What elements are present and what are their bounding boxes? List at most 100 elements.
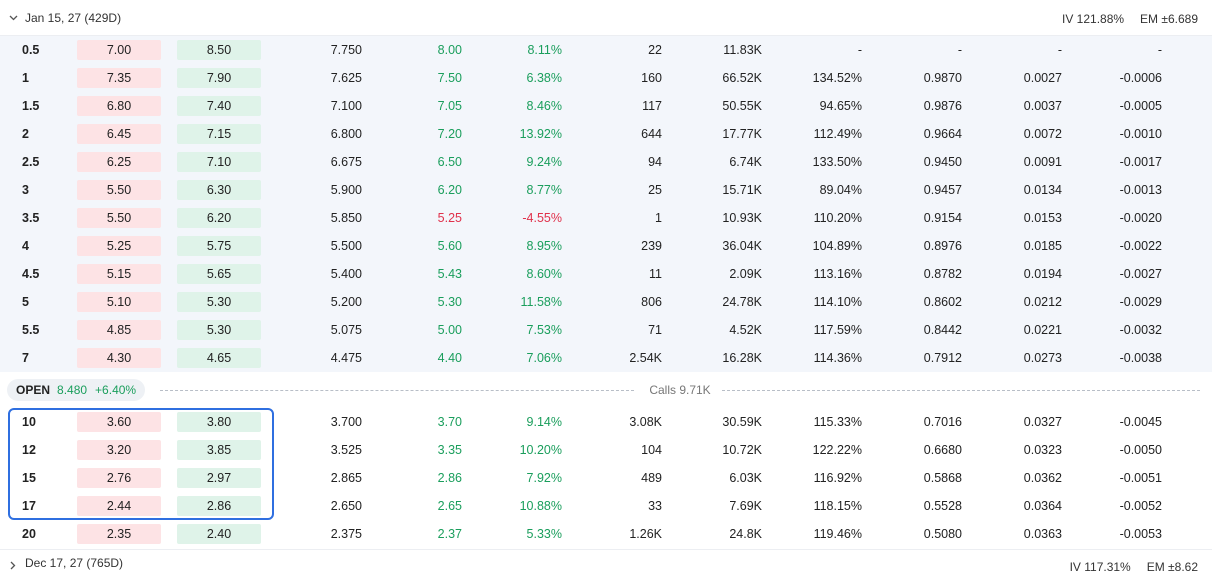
percent-change: -4.55% — [522, 211, 562, 225]
bid-price[interactable]: 3.20 — [106, 443, 132, 457]
open-price-pill: OPEN 8.480 +6.40% — [7, 379, 145, 401]
ask-price[interactable]: 8.50 — [206, 43, 232, 57]
open-interest: 66.52K — [722, 71, 762, 85]
ask-background — [177, 468, 261, 488]
ask-price[interactable]: 5.30 — [206, 323, 232, 337]
strike-price: 2.5 — [22, 155, 40, 169]
strike-price: 4 — [22, 239, 29, 253]
volume: 160 — [641, 71, 662, 85]
ask-price[interactable]: 6.20 — [206, 211, 232, 225]
option-row[interactable]: 5.5 4.85 5.30 5.075 5.00 7.53% 71 4.52K 117.59% 0… — [0, 316, 1212, 344]
ask-price[interactable]: 5.30 — [206, 295, 232, 309]
option-row[interactable]: 20 2.35 2.40 2.375 2.37 5.33% 1.26K 24.8K 119.46… — [0, 520, 1212, 548]
last-price: 6.50 — [437, 155, 462, 169]
selection-highlight-box — [8, 408, 274, 520]
bid-price[interactable]: 4.85 — [106, 323, 132, 337]
expiry-header-dec-17-27[interactable]: Dec 17, 27 (765D) IV 117.31% EM ±8.62 — [0, 549, 1212, 571]
ask-price[interactable]: 6.30 — [206, 183, 232, 197]
expiry-label: Dec 17, 27 (765D) — [25, 556, 124, 570]
option-row[interactable]: 4 5.25 5.75 5.500 5.60 8.95% 239 36.04K 104.89% 0… — [0, 232, 1212, 260]
bid-background — [77, 236, 161, 256]
option-row[interactable]: 0.5 7.00 8.50 7.750 8.00 8.11% 22 11.83K - - - - — [0, 36, 1212, 64]
open-interest: 36.04K — [722, 239, 762, 253]
option-row[interactable]: 7 4.30 4.65 4.475 4.40 7.06% 2.54K 16.28K 114.36… — [0, 344, 1212, 372]
bid-price[interactable]: 5.25 — [106, 239, 132, 253]
strike-price: 20 — [22, 527, 36, 541]
ask-price[interactable]: 3.80 — [206, 415, 232, 429]
option-row[interactable]: 17 2.44 2.86 2.650 2.65 10.88% 33 7.69K 118.15% 0… — [0, 492, 1212, 520]
option-row[interactable]: 3.5 5.50 6.20 5.850 5.25 -4.55% 1 10.93K 110.20%… — [0, 204, 1212, 232]
ask-price[interactable]: 3.85 — [206, 443, 232, 457]
ask-background — [177, 264, 261, 284]
bid-price[interactable]: 7.35 — [106, 71, 132, 85]
ask-price[interactable]: 2.40 — [206, 527, 232, 541]
option-row[interactable]: 4.5 5.15 5.65 5.400 5.43 8.60% 11 2.09K 113.16% 0… — [0, 260, 1212, 288]
last-price: 7.50 — [437, 71, 462, 85]
last-price: 3.35 — [437, 443, 462, 457]
mark-price: 4.475 — [330, 351, 362, 365]
bid-background — [77, 412, 161, 432]
chevron-down-icon[interactable] — [8, 13, 18, 23]
bid-price[interactable]: 5.50 — [106, 183, 132, 197]
gamma: 0.0185 — [1023, 239, 1062, 253]
option-row[interactable]: 3 5.50 6.30 5.900 6.20 8.77% 25 15.71K 89.04% 0.9… — [0, 176, 1212, 204]
chevron-right-icon[interactable] — [8, 560, 18, 570]
expiry-iv: IV 117.31% — [1069, 560, 1131, 571]
strike-price: 4.5 — [22, 267, 40, 281]
option-row[interactable]: 1 7.35 7.90 7.625 7.50 6.38% 160 66.52K 134.52% 0… — [0, 64, 1212, 92]
ask-price[interactable]: 7.15 — [206, 127, 232, 141]
bid-price[interactable]: 4.30 — [106, 351, 132, 365]
expiry-header-jan-15-27[interactable]: Jan 15, 27 (429D) IV 121.88% EM ±6.689 — [0, 0, 1212, 36]
bid-price[interactable]: 6.45 — [106, 127, 132, 141]
bid-price[interactable]: 5.10 — [106, 295, 132, 309]
implied-volatility: 114.36% — [813, 351, 862, 365]
theta: -0.0020 — [1119, 211, 1162, 225]
mark-price: 5.850 — [330, 211, 362, 225]
strike-price: 15 — [22, 471, 36, 485]
bid-price[interactable]: 7.00 — [106, 43, 132, 57]
ask-price[interactable]: 7.40 — [206, 99, 232, 113]
ask-background — [177, 96, 261, 116]
bid-price[interactable]: 5.15 — [106, 267, 132, 281]
implied-volatility: 110.20% — [813, 211, 862, 225]
volume: 239 — [641, 239, 662, 253]
gamma: 0.0037 — [1023, 99, 1062, 113]
ask-background — [177, 292, 261, 312]
bid-price[interactable]: 3.60 — [106, 415, 132, 429]
option-row[interactable]: 2 6.45 7.15 6.800 7.20 13.92% 644 17.77K 112.49%… — [0, 120, 1212, 148]
ask-price[interactable]: 5.75 — [206, 239, 232, 253]
percent-change: 8.46% — [526, 99, 562, 113]
delta: 0.9154 — [923, 211, 962, 225]
option-row[interactable]: 10 3.60 3.80 3.700 3.70 9.14% 3.08K 30.59K 115.3… — [0, 408, 1212, 436]
ask-price[interactable]: 7.10 — [206, 155, 232, 169]
delta: 0.9664 — [923, 127, 962, 141]
mark-price: 2.650 — [330, 499, 362, 513]
bid-price[interactable]: 2.76 — [106, 471, 132, 485]
option-row[interactable]: 2.5 6.25 7.10 6.675 6.50 9.24% 94 6.74K 133.50% 0… — [0, 148, 1212, 176]
option-row[interactable]: 1.5 6.80 7.40 7.100 7.05 8.46% 117 50.55K 94.65%… — [0, 92, 1212, 120]
ask-price[interactable]: 5.65 — [206, 267, 232, 281]
ask-price[interactable]: 2.97 — [206, 471, 232, 485]
ask-price[interactable]: 2.86 — [206, 499, 232, 513]
open-interest: 50.55K — [722, 99, 762, 113]
bid-price[interactable]: 2.44 — [106, 499, 132, 513]
bid-price[interactable]: 6.80 — [106, 99, 132, 113]
ask-background — [177, 68, 261, 88]
bid-price[interactable]: 2.35 — [106, 527, 132, 541]
implied-volatility: 117.59% — [813, 323, 862, 337]
ask-background — [177, 524, 261, 544]
bid-price[interactable]: 6.25 — [106, 155, 132, 169]
expiry-expected-move: EM ±6.689 — [1140, 12, 1198, 26]
ask-background — [177, 348, 261, 368]
bid-price[interactable]: 5.50 — [106, 211, 132, 225]
option-row[interactable]: 5 5.10 5.30 5.200 5.30 11.58% 806 24.78K 114.10%… — [0, 288, 1212, 316]
theta: - — [1157, 43, 1162, 57]
option-row[interactable]: 12 3.20 3.85 3.525 3.35 10.20% 104 10.72K 122.22… — [0, 436, 1212, 464]
ask-price[interactable]: 4.65 — [206, 351, 232, 365]
ask-price[interactable]: 7.90 — [206, 71, 232, 85]
mark-price: 7.625 — [330, 71, 362, 85]
delta: 0.5528 — [923, 499, 962, 513]
delta: 0.7912 — [923, 351, 962, 365]
open-interest: 10.93K — [722, 211, 762, 225]
option-row[interactable]: 15 2.76 2.97 2.865 2.86 7.92% 489 6.03K 116.92% 0… — [0, 464, 1212, 492]
